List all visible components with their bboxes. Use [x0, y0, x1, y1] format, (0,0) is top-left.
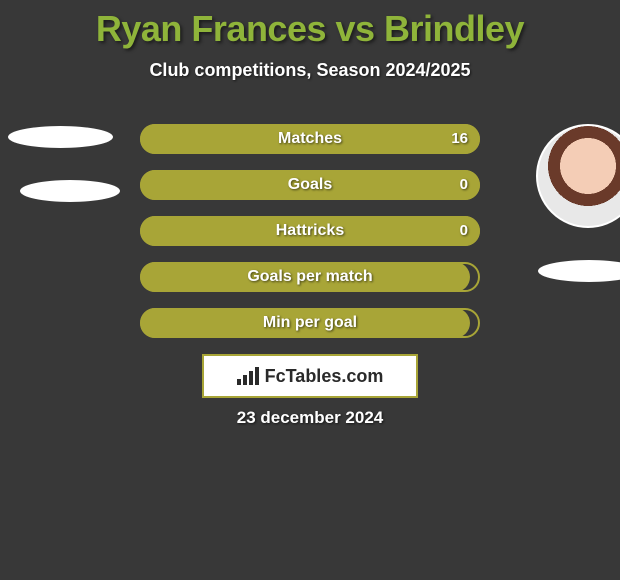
stat-row: Goals0: [140, 170, 480, 200]
stat-value: 16: [451, 124, 468, 154]
stat-label: Matches: [140, 124, 480, 154]
avatar-left-placeholder-1: [8, 126, 113, 148]
brand-box: FcTables.com: [202, 354, 418, 398]
stats-area: Matches16Goals0Hattricks0Goals per match…: [140, 124, 480, 354]
stat-value: 0: [460, 216, 468, 246]
stat-label: Goals per match: [140, 262, 480, 292]
date-text: 23 december 2024: [0, 408, 620, 428]
stat-label: Goals: [140, 170, 480, 200]
stat-label: Min per goal: [140, 308, 480, 338]
avatar-right-badge: [538, 260, 620, 282]
stat-value: 0: [460, 170, 468, 200]
stat-label: Hattricks: [140, 216, 480, 246]
brand-text: FcTables.com: [265, 366, 384, 387]
page-title: Ryan Frances vs Brindley: [0, 0, 620, 50]
stat-row: Hattricks0: [140, 216, 480, 246]
stat-row: Min per goal: [140, 308, 480, 338]
avatar-right: [536, 124, 620, 228]
stat-row: Matches16: [140, 124, 480, 154]
stat-row: Goals per match: [140, 262, 480, 292]
bar-chart-icon: [237, 367, 259, 385]
avatar-left-placeholder-2: [20, 180, 120, 202]
subtitle: Club competitions, Season 2024/2025: [0, 60, 620, 81]
